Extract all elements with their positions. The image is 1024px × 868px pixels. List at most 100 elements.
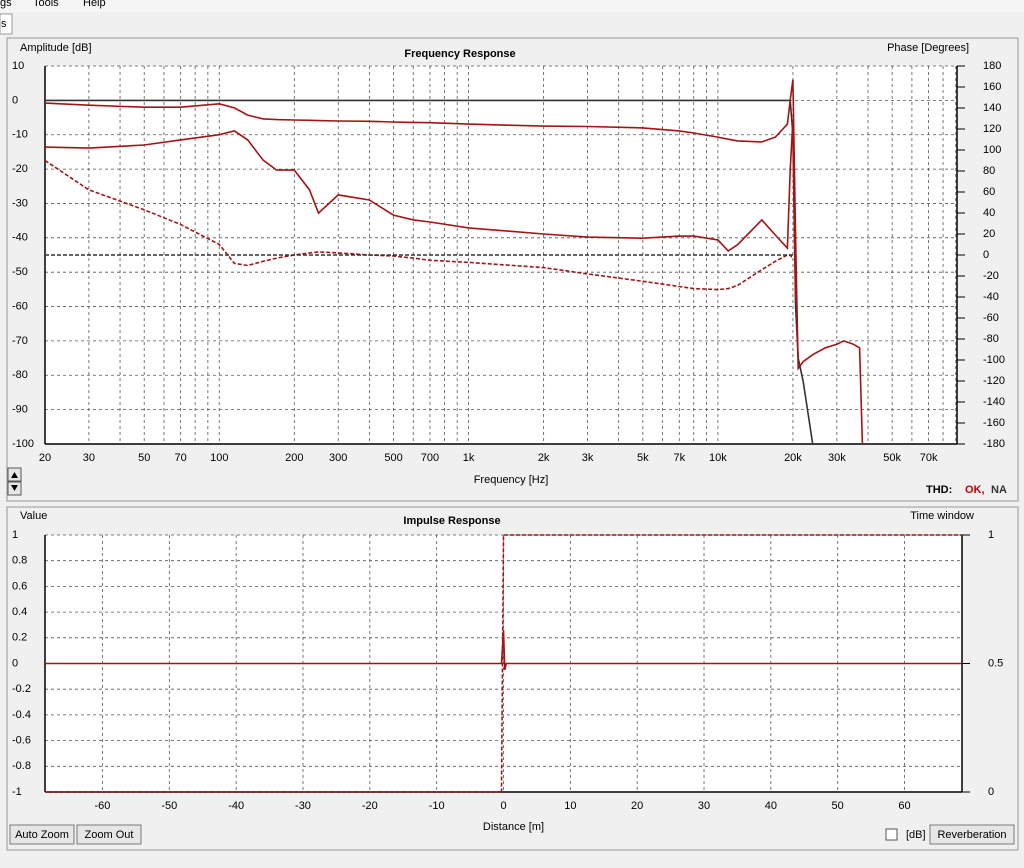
x-tick-label: 20 [631,800,643,812]
x-tick-label: 70k [920,452,938,464]
series-line [45,534,962,793]
y2-tick-label: 160 [983,81,1001,93]
y2-tick-label: -120 [983,375,1005,387]
x-tick-label: 200 [285,452,303,464]
y2-tick-label: -140 [983,396,1005,408]
chart-title: Frequency Response [404,48,515,60]
x-axis-label: Distance [m] [483,821,544,833]
y-axis-label: Value [20,510,47,522]
x-tick-label: 700 [421,452,439,464]
db-checkbox[interactable] [885,828,898,841]
y-tick-label: -0.6 [12,735,31,747]
y2-tick-label: 0.5 [988,657,1003,669]
y-tick-label: -80 [12,369,28,381]
y-tick-label: 0.2 [12,632,27,644]
x-tick-label: 3k [582,452,594,464]
x-tick-label: 1k [463,452,475,464]
x-tick-label: 20k [784,452,802,464]
y-tick-label: -60 [12,300,28,312]
y2-tick-label: 180 [983,60,1001,72]
y-tick-label: -0.2 [12,683,31,695]
y-tick-label: -40 [12,232,28,244]
x-tick-label: 50 [138,452,150,464]
y2-tick-label: 20 [983,228,995,240]
y-tick-label: 1 [12,529,18,541]
series-line [45,99,814,445]
x-tick-label: 60 [898,800,910,812]
y2-tick-label: 80 [983,165,995,177]
menu-item[interactable]: Tools [33,0,59,9]
db-checkbox-label: [dB] [906,829,926,841]
y2-axis-label: Time window [910,510,974,522]
y-tick-label: -90 [12,404,28,416]
x-tick-label: 2k [538,452,550,464]
button-label: Auto Zoom [15,829,69,841]
x-tick-label: 10 [564,800,576,812]
tab[interactable] [0,13,13,35]
x-tick-label: 30 [698,800,710,812]
y2-tick-label: -60 [983,312,999,324]
y-tick-label: -0.8 [12,760,31,772]
y2-tick-label: 140 [983,102,1001,114]
y-tick-label: -100 [12,438,34,450]
reverberation-button[interactable]: Reverberation [929,824,1015,845]
x-tick-label: 0 [500,800,506,812]
y2-tick-label: 40 [983,207,995,219]
series-line [44,119,797,300]
thd-label: THD: [926,484,952,496]
y2-axis-label: Phase [Degrees] [887,42,969,54]
x-tick-label: 50k [883,452,901,464]
y-tick-label: 0 [12,657,18,669]
y-axis-label: Amplitude [dB] [20,42,92,54]
x-tick-label: 30 [83,452,95,464]
y-tick-label: -10 [12,129,28,141]
button-frame [929,824,1015,845]
series-line [44,159,794,291]
y-tick-label: -70 [12,335,28,347]
auto-zoom-button[interactable]: Auto Zoom [9,824,75,845]
y-tick-label: -0.4 [12,709,31,721]
x-tick-label: -10 [429,800,445,812]
y-tick-label: 0.6 [12,580,27,592]
x-tick-label: 20 [39,452,51,464]
x-tick-label: 7k [673,452,685,464]
button-frame [9,824,75,845]
y-tick-label: 0 [12,94,18,106]
y-tick-label: -1 [12,786,22,798]
y2-tick-label: 100 [983,144,1001,156]
button-label: Zoom Out [85,829,134,841]
y2-tick-label: -40 [983,291,999,303]
x-tick-label: 300 [329,452,347,464]
menu-item[interactable]: gs [0,0,12,9]
x-tick-label: -20 [362,800,378,812]
y-tick-label: 10 [12,60,24,72]
x-tick-label: -30 [295,800,311,812]
thd-status: OK, [965,484,985,496]
y-tick-label: -50 [12,266,28,278]
x-tick-label: 5k [637,452,649,464]
scroll-arrows [7,467,22,496]
y2-tick-label: 60 [983,186,995,198]
y-tick-label: 0.4 [12,606,27,618]
zoom-out-button[interactable]: Zoom Out [76,824,142,845]
y2-tick-label: -100 [983,354,1005,366]
x-axis-label: Frequency [Hz] [474,474,549,486]
y2-tick-label: 1 [988,529,994,541]
y2-tick-label: -20 [983,270,999,282]
thd-value: NA [991,484,1007,496]
y-tick-label: -20 [12,163,28,175]
y-tick-label: 0.8 [12,555,27,567]
y2-tick-label: 0 [988,786,994,798]
x-tick-label: -50 [161,800,177,812]
x-tick-label: 70 [175,452,187,464]
menu-item[interactable]: Help [83,0,106,9]
y2-tick-label: -180 [983,438,1005,450]
y-tick-label: -30 [12,197,28,209]
y2-tick-label: 0 [983,249,989,261]
chart-title: Impulse Response [403,515,500,527]
x-tick-label: -40 [228,800,244,812]
button-label: Reverberation [937,829,1006,841]
arrow-down-icon [11,485,18,491]
x-tick-label: 10k [709,452,727,464]
